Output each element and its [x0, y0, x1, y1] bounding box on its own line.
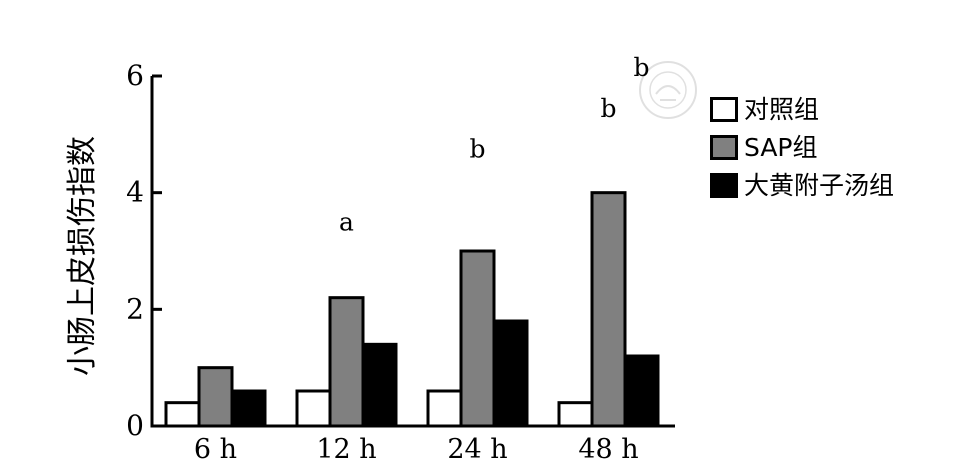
bar-0-2	[426, 389, 463, 428]
bar-1-3	[590, 191, 627, 428]
annotation-label: b	[469, 135, 485, 164]
annotation-label: a	[339, 208, 354, 237]
legend-item-sap: SAP组	[710, 128, 894, 166]
seal-watermark	[639, 61, 697, 119]
bar-2-3	[623, 354, 660, 428]
bar-0-3	[557, 401, 594, 428]
annotation-label: b	[633, 53, 649, 82]
legend: 对照组 SAP组 大黄附子汤组	[710, 90, 894, 204]
bar-2-2	[492, 319, 529, 428]
legend-label-sap: SAP组	[744, 132, 818, 162]
legend-swatch-sap	[710, 134, 738, 160]
y-axis-label: 小肠上皮损伤指数	[65, 136, 100, 376]
bar-2-1	[361, 342, 398, 428]
x-tick-label: 12 h	[316, 434, 376, 464]
x-tick-label: 6 h	[194, 434, 237, 464]
bar-2-0	[230, 389, 267, 428]
x-tick-label: 24 h	[447, 434, 507, 464]
x-tick-label: 48 h	[578, 434, 638, 464]
y-tick-label: 4	[126, 176, 144, 209]
legend-swatch-rhubarb	[710, 172, 738, 198]
annotation-label: b	[600, 94, 616, 123]
legend-item-rhubarb: 大黄附子汤组	[710, 166, 894, 204]
bar-0-0	[164, 401, 201, 428]
legend-label-rhubarb: 大黄附子汤组	[744, 170, 895, 200]
y-tick-label: 6	[126, 59, 144, 92]
bar-1-2	[459, 249, 496, 428]
y-tick-label: 0	[126, 409, 144, 442]
bar-1-0	[197, 366, 234, 428]
legend-item-control: 对照组	[710, 90, 894, 128]
bar-0-1	[295, 389, 332, 428]
legend-swatch-control	[710, 96, 738, 122]
legend-label-control: 对照组	[744, 94, 820, 124]
bar-1-1	[328, 296, 365, 428]
y-tick-label: 2	[126, 292, 144, 325]
